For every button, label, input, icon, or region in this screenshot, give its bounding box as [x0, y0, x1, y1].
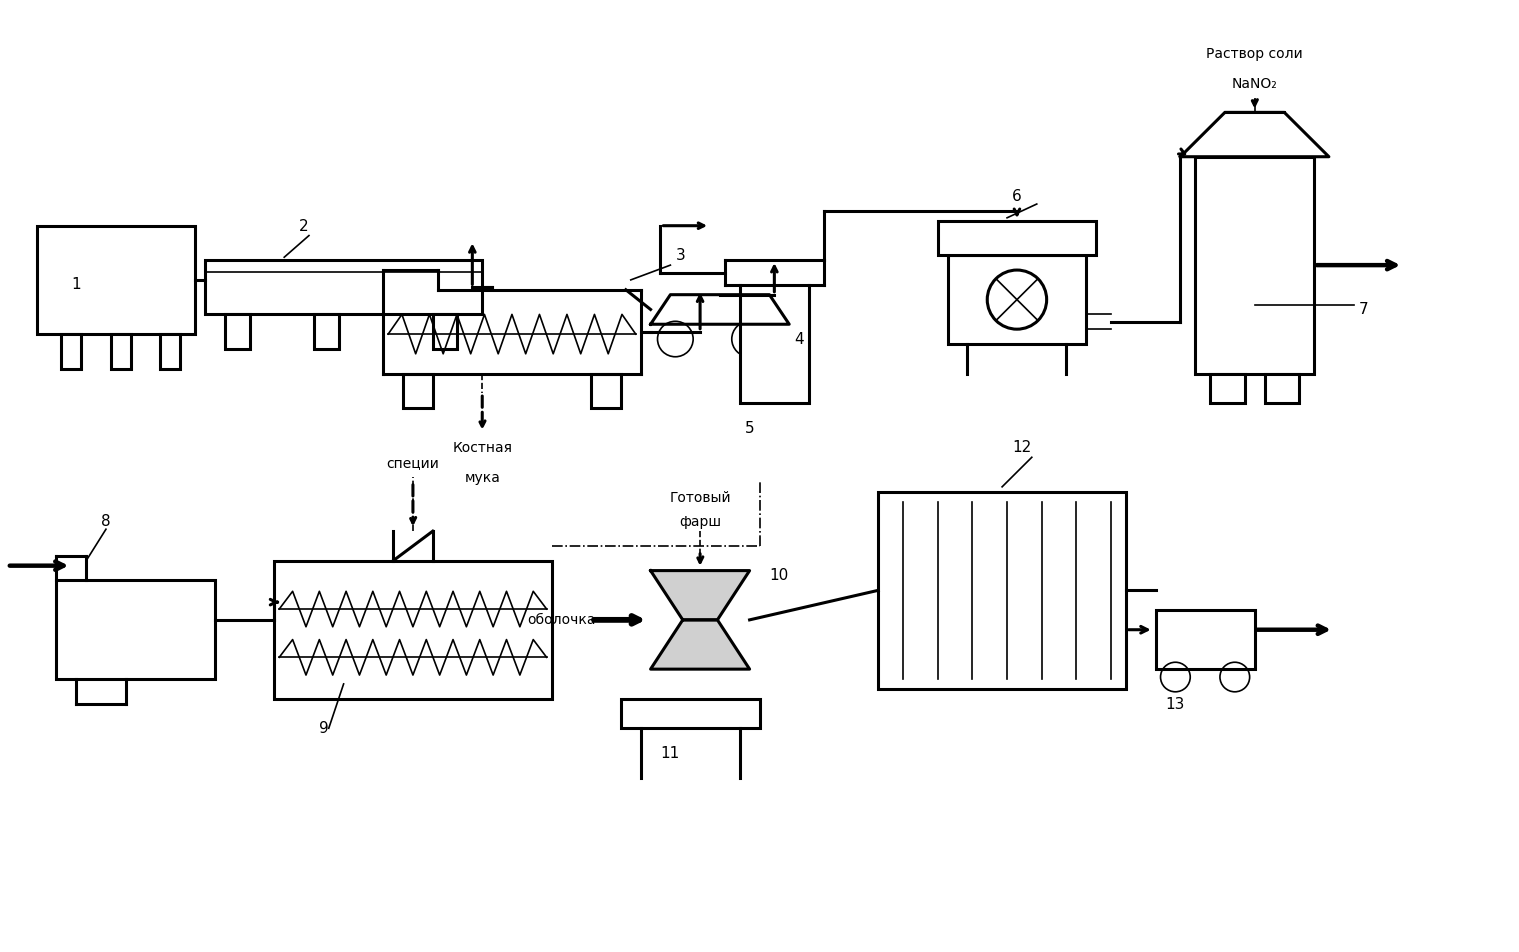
- Text: 9: 9: [319, 722, 328, 736]
- Bar: [36, 226, 194, 334]
- Bar: [591, 373, 621, 408]
- Polygon shape: [650, 570, 749, 620]
- Text: 11: 11: [661, 745, 681, 761]
- Text: 7: 7: [1358, 303, 1369, 317]
- Bar: [937, 221, 1097, 255]
- Text: 2: 2: [299, 219, 308, 233]
- Bar: [1195, 157, 1314, 373]
- Bar: [740, 285, 810, 403]
- Text: специи: специи: [386, 456, 439, 470]
- Bar: [433, 314, 457, 348]
- Polygon shape: [650, 620, 749, 669]
- Text: Костная: Костная: [453, 442, 512, 455]
- Bar: [403, 373, 433, 408]
- Text: 13: 13: [1165, 697, 1185, 711]
- Text: мука: мука: [465, 471, 500, 485]
- Text: 1: 1: [71, 277, 81, 292]
- Text: фарш: фарш: [679, 515, 722, 529]
- Bar: [61, 334, 81, 368]
- Text: Готовый: Готовый: [670, 490, 731, 505]
- Text: 12: 12: [1012, 441, 1031, 455]
- Text: 4: 4: [794, 332, 804, 347]
- Bar: [111, 334, 131, 368]
- Text: 5: 5: [744, 421, 755, 436]
- Bar: [225, 314, 249, 348]
- Bar: [878, 492, 1126, 689]
- Text: 10: 10: [770, 568, 788, 584]
- Text: 8: 8: [102, 514, 111, 529]
- Bar: [1211, 373, 1244, 403]
- Text: 3: 3: [676, 248, 685, 263]
- Bar: [948, 255, 1086, 344]
- Bar: [1264, 373, 1299, 403]
- Bar: [275, 561, 551, 699]
- Text: 6: 6: [1012, 189, 1022, 204]
- Text: оболочка: оболочка: [527, 613, 595, 626]
- Text: NaNO₂: NaNO₂: [1232, 77, 1277, 90]
- Bar: [314, 314, 339, 348]
- Bar: [621, 699, 760, 728]
- Bar: [161, 334, 181, 368]
- Bar: [205, 260, 482, 314]
- Bar: [1156, 610, 1255, 669]
- Bar: [56, 581, 214, 679]
- Text: Раствор соли: Раствор соли: [1206, 48, 1303, 61]
